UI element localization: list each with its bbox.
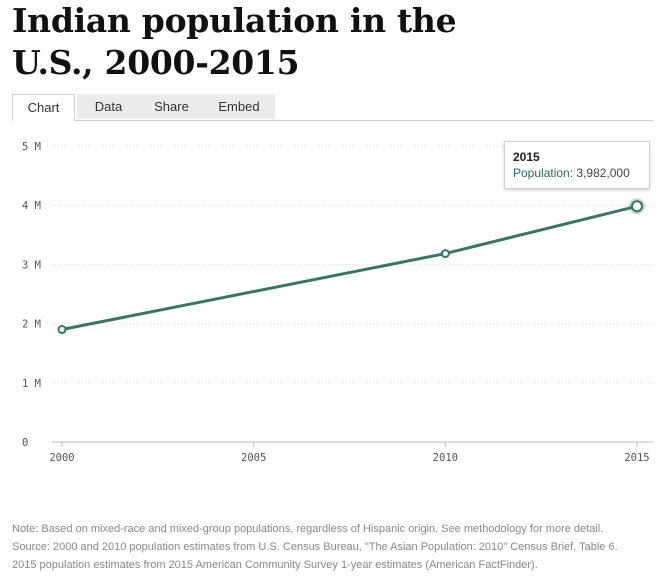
chart-title: Indian population in the U.S., 2000-2015	[12, 0, 632, 84]
data-tooltip: 2015 Population: 3,982,000	[504, 141, 650, 189]
y-tick-label: 4 M	[22, 200, 41, 212]
x-tick-label: 2015	[624, 452, 649, 464]
tooltip-row: Population: 3,982,000	[513, 166, 630, 180]
data-point-2000[interactable]	[57, 325, 67, 335]
tab-share[interactable]: Share	[140, 94, 203, 119]
tab-embed[interactable]: Embed	[203, 94, 275, 119]
title-line-2: U.S., 2000-2015	[12, 43, 300, 82]
tab-chart[interactable]: Chart	[12, 94, 75, 121]
x-tick-label: 2000	[49, 452, 74, 464]
series-population	[61, 204, 638, 331]
tooltip-label: Population:	[513, 166, 574, 180]
y-tick-label: 5 M	[22, 141, 41, 153]
y-tick-label: 3 M	[22, 259, 41, 271]
note-text: Note: Based on mixed-race and mixed-grou…	[12, 523, 604, 535]
x-tick-label: 2005	[241, 452, 266, 464]
grid-lines	[52, 145, 653, 443]
data-points	[57, 198, 645, 335]
title-line-1: Indian population in the	[12, 1, 457, 40]
source-text-2: 2015 population estimates from 2015 Amer…	[12, 559, 538, 571]
data-point-2010[interactable]	[440, 249, 450, 259]
tooltip-year: 2015	[513, 150, 540, 164]
source-text: Source: 2000 and 2010 population estimat…	[12, 541, 618, 553]
tab-bar: Chart Data Share Embed	[12, 94, 653, 121]
y-tick-label: 1 M	[22, 378, 41, 390]
y-tick-label: 2 M	[22, 319, 41, 331]
x-axis: 2000 2005 2010 2015	[49, 442, 650, 464]
data-point-2015[interactable]	[631, 200, 643, 213]
y-axis: 0 1 M 2 M 3 M 4 M 5 M	[22, 141, 41, 449]
tab-data[interactable]: Data	[77, 94, 140, 119]
line-chart: 0 1 M 2 M 3 M 4 M 5 M 2000 2005 2010 2015	[22, 141, 653, 464]
y-tick-label: 0	[22, 437, 28, 449]
x-tick-label: 2010	[433, 452, 458, 464]
tooltip-value: 3,982,000	[576, 166, 630, 180]
notes-section: Note: Based on mixed-race and mixed-grou…	[12, 520, 652, 574]
population-line	[61, 204, 638, 331]
